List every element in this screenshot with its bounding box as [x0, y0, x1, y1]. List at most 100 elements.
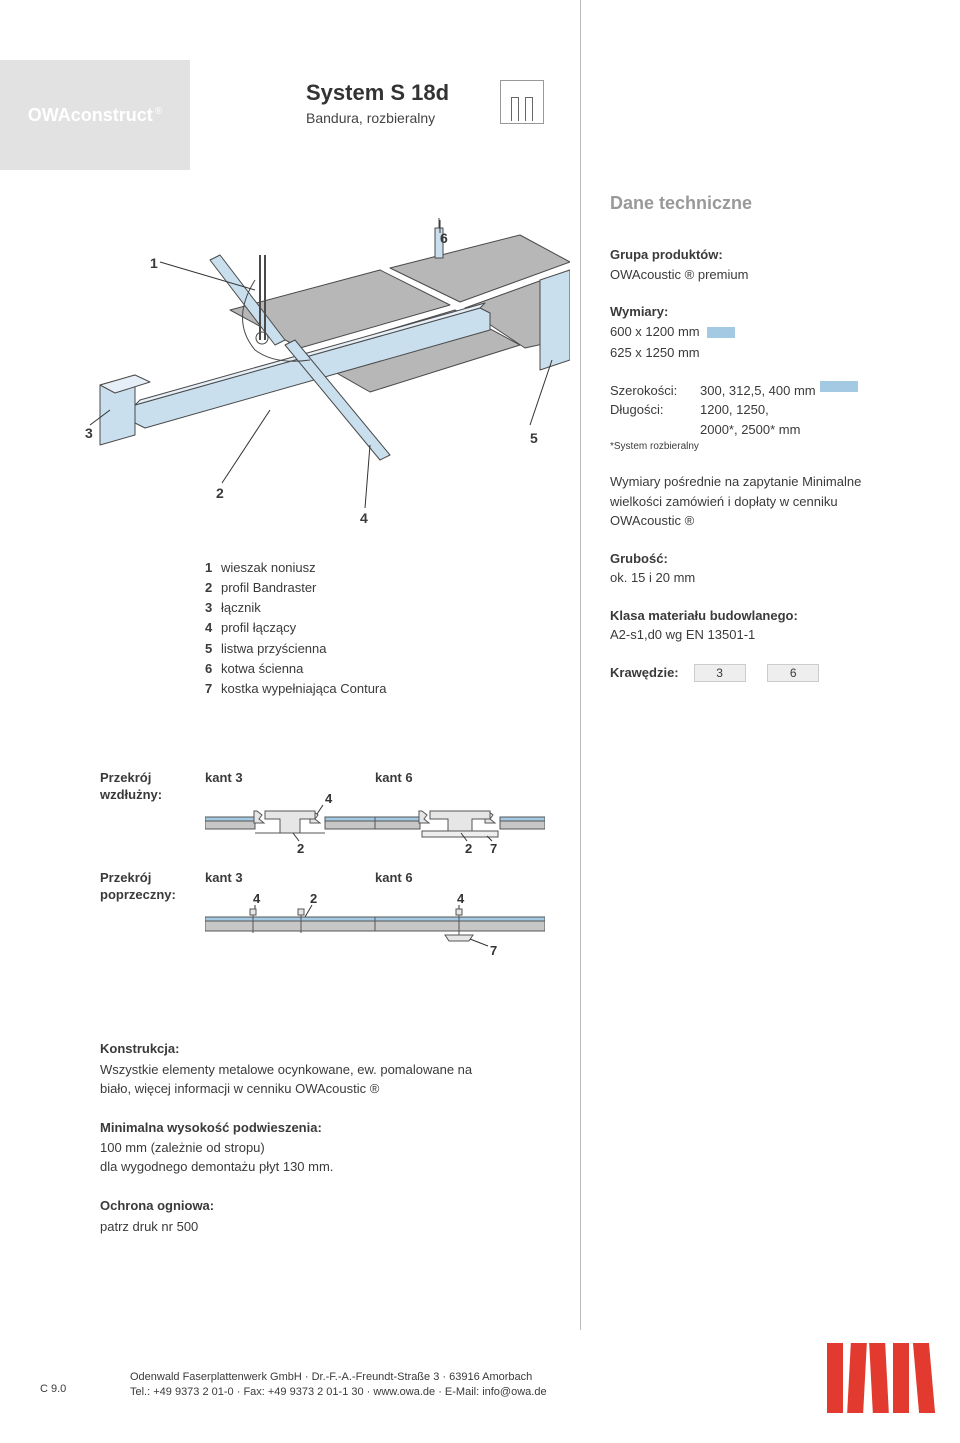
legend-text: kostka wypełniająca Contura: [221, 681, 386, 696]
mid-note: Wymiary pośrednie na zapytanie Minimalne…: [610, 472, 910, 531]
page-subtitle: Bandura, rozbieralny: [306, 110, 449, 126]
footer: C 9.0 Odenwald Faserplattenwerk GmbH · D…: [40, 1370, 920, 1401]
legend-num: 6: [205, 659, 221, 679]
legend-num: 1: [205, 558, 221, 578]
title-block: System S 18d Bandura, rozbieralny: [306, 80, 449, 126]
class-block: Klasa materiału budowlanego: A2-s1,d0 wg…: [610, 606, 910, 645]
kant-title: kant 3: [205, 870, 375, 885]
group-label: Grupa produktów:: [610, 245, 910, 265]
title-profile-icon: [500, 80, 544, 124]
svg-text:2: 2: [297, 841, 304, 856]
dims-block: Wymiary: 600 x 1200 mm 625 x 1250 mm: [610, 302, 910, 363]
legend-num: 5: [205, 639, 221, 659]
lengths-label: Długości:: [610, 400, 700, 420]
group-block: Grupa produktów: OWAcoustic ® premium: [610, 245, 910, 284]
logo-bar: [913, 1343, 935, 1413]
callout-6: 6: [440, 230, 448, 246]
swatch-icon: [820, 381, 858, 392]
kant3-cross: kant 3 4 2: [205, 870, 375, 964]
callout-3: 3: [85, 425, 93, 441]
svg-text:4: 4: [325, 791, 333, 806]
widths-row: Szerokości: 300, 312,5, 400 mm: [610, 381, 910, 401]
dim-value: 625 x 1250 mm: [610, 345, 700, 360]
svg-text:2: 2: [465, 841, 472, 856]
swatch-icon: [707, 327, 735, 338]
c-heading: Konstrukcja:: [100, 1040, 480, 1059]
group-value: OWAcoustic ® premium: [610, 265, 910, 285]
legend-num: 3: [205, 598, 221, 618]
edges-block: Krawędzie: 3 6: [610, 663, 910, 683]
kant6-long: kant 6 2 7: [375, 770, 545, 864]
c-heading: Minimalna wysokość podwieszenia:: [100, 1119, 480, 1138]
legend-text: kotwa ścienna: [221, 661, 303, 676]
legend-row: 2profil Bandraster: [205, 578, 386, 598]
logo-bar: [847, 1343, 867, 1413]
cross-sections: Przekrój wzdłużny: kant 3 4 2: [100, 770, 560, 970]
class-value: A2-s1,d0 wg EN 13501-1: [610, 625, 910, 645]
legend-text: łącznik: [221, 600, 261, 615]
owa-logo: [827, 1343, 936, 1413]
construction-item: Minimalna wysokość podwieszenia: 100 mm …: [100, 1119, 480, 1178]
callout-2: 2: [216, 485, 224, 501]
legend-text: listwa przyścienna: [221, 641, 327, 656]
dim-value: 600 x 1200 mm: [610, 324, 700, 339]
kant6-cross: kant 6 4 7: [375, 870, 545, 964]
svg-text:7: 7: [490, 841, 497, 856]
svg-text:2: 2: [310, 891, 317, 906]
notch-icon: [525, 97, 533, 121]
callout-4: 4: [360, 510, 368, 526]
sys-note: *System rozbieralny: [610, 439, 910, 454]
lengths-row: Długości: 1200, 1250,: [610, 400, 910, 420]
page-title: System S 18d: [306, 80, 449, 106]
edge-box: 6: [767, 664, 819, 682]
dim-row: 600 x 1200 mm: [610, 322, 910, 342]
legend-num: 7: [205, 679, 221, 699]
kant3-long: kant 3 4 2: [205, 770, 375, 864]
construction-item: Ochrona ogniowa: patrz druk nr 500: [100, 1197, 480, 1237]
page-number: C 9.0: [40, 1382, 66, 1397]
legend-row: 7kostka wypełniająca Contura: [205, 679, 386, 699]
tech-data: Dane techniczne Grupa produktów: OWAcous…: [610, 190, 910, 682]
legend-num: 2: [205, 578, 221, 598]
c-text: 100 mm (zależnie od stropu): [100, 1139, 480, 1158]
widths-label: Szerokości:: [610, 381, 700, 401]
legend-row: 4profil łączący: [205, 618, 386, 638]
widths-value: 300, 312,5, 400 mm: [700, 381, 816, 401]
edge-box: 3: [694, 664, 746, 682]
class-label: Klasa materiału budowlanego:: [610, 606, 910, 626]
thick-label: Grubość:: [610, 549, 910, 569]
kant-title: kant 6: [375, 770, 545, 785]
legend-num: 4: [205, 618, 221, 638]
long-label: Przekrój wzdłużny:: [100, 770, 205, 804]
cross-label: Przekrój poprzeczny:: [100, 870, 205, 904]
vertical-divider: [580, 0, 581, 1330]
kant-title: kant 3: [205, 770, 375, 785]
logo-bar: [827, 1343, 843, 1413]
thick-value: ok. 15 i 20 mm: [610, 568, 910, 588]
svg-text:7: 7: [490, 943, 497, 958]
legend: 1wieszak noniusz 2profil Bandraster 3łąc…: [205, 558, 386, 699]
tech-heading: Dane techniczne: [610, 190, 910, 217]
legend-row: 1wieszak noniusz: [205, 558, 386, 578]
construction-block: Konstrukcja: Wszystkie elementy metalowe…: [100, 1040, 480, 1257]
notch-icon: [511, 97, 519, 121]
c-text: Wszystkie elementy metalowe ocynkowane, …: [100, 1061, 480, 1099]
legend-row: 3łącznik: [205, 598, 386, 618]
dims-label: Wymiary:: [610, 302, 910, 322]
svg-text:4: 4: [253, 891, 261, 906]
logo-bar: [869, 1343, 889, 1413]
brand-text: OWAconstruct®: [28, 105, 162, 126]
logo-bar: [893, 1343, 909, 1413]
thickness-block: Grubość: ok. 15 i 20 mm: [610, 549, 910, 588]
footer-line1: Odenwald Faserplattenwerk GmbH · Dr.-F.-…: [130, 1370, 920, 1385]
edges-label: Krawędzie:: [610, 663, 690, 683]
lengths-value2: 2000*, 2500* mm: [700, 420, 800, 440]
svg-text:4: 4: [457, 891, 465, 906]
construction-item: Konstrukcja: Wszystkie elementy metalowe…: [100, 1040, 480, 1099]
c-text: patrz druk nr 500: [100, 1218, 480, 1237]
section-row-long: Przekrój wzdłużny: kant 3 4 2: [100, 770, 560, 864]
brand-name: OWAconstruct: [28, 105, 153, 125]
legend-text: profil Bandraster: [221, 580, 316, 595]
widths-block: Szerokości: 300, 312,5, 400 mm Długości:…: [610, 381, 910, 531]
spacer: [610, 420, 700, 440]
